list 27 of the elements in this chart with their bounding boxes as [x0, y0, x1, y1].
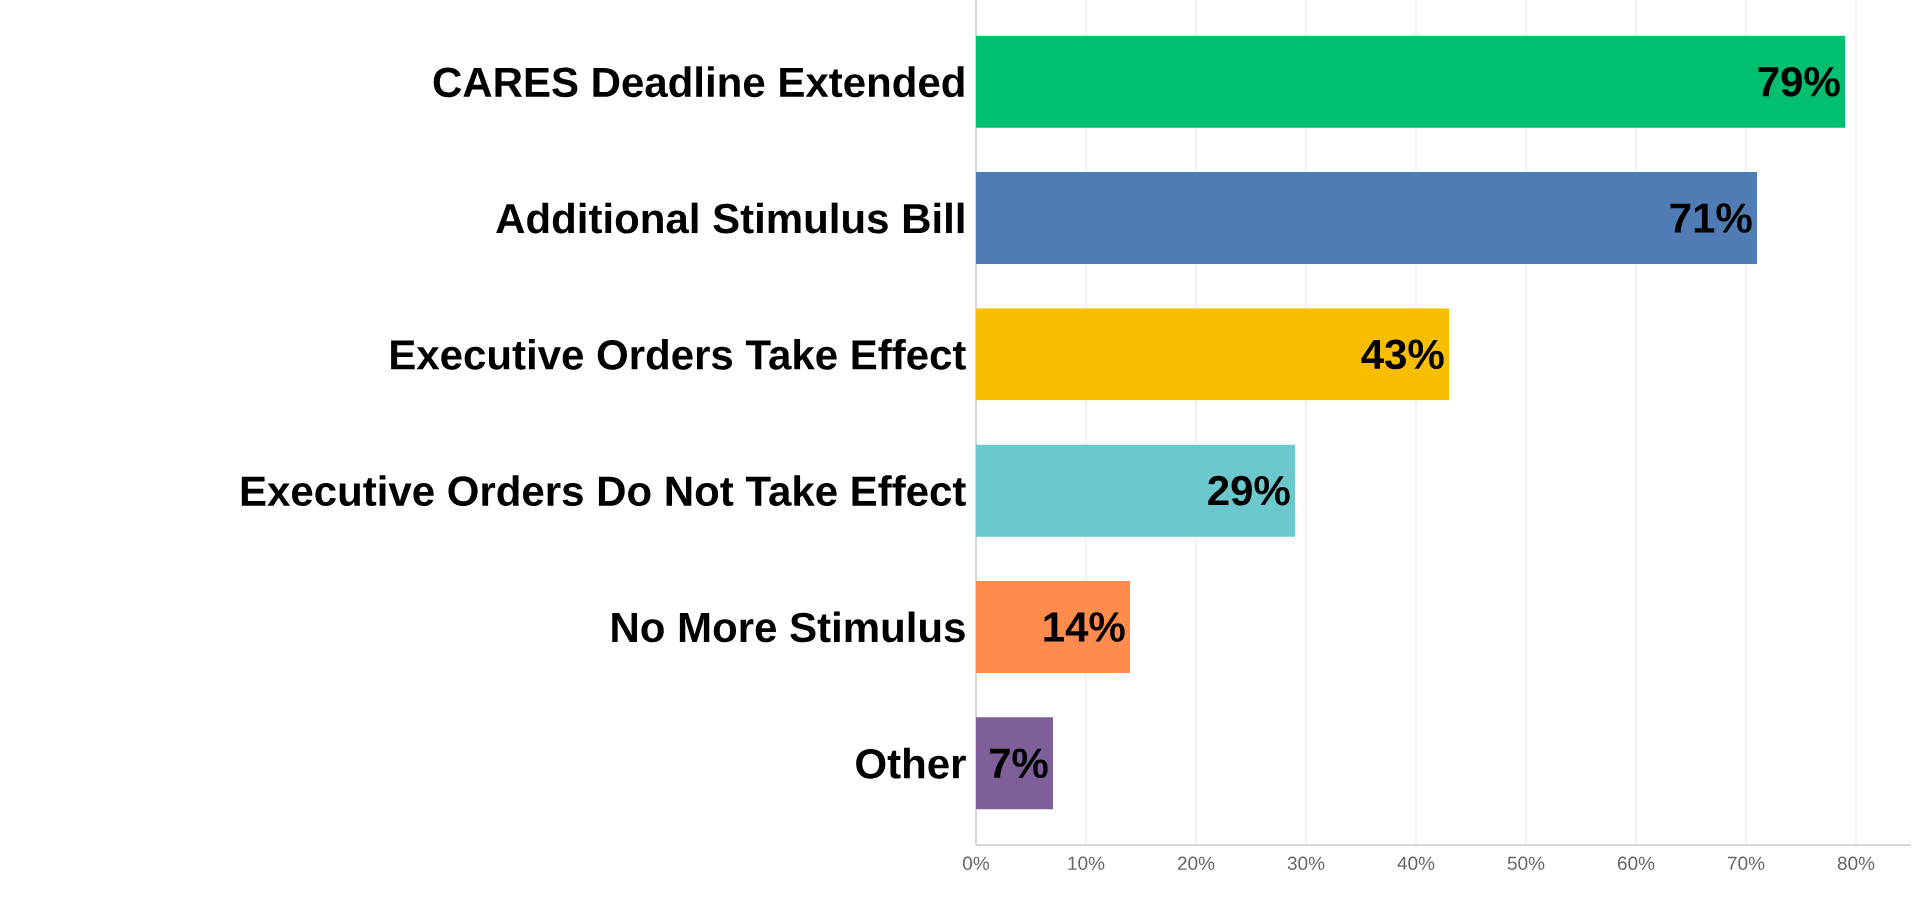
bar: [976, 717, 1054, 810]
y-tick-label: Other: [856, 747, 966, 779]
y-tick-label: Executive Orders Take Effect: [391, 338, 966, 370]
y-tick-label: CARES Deadline Extended: [433, 66, 964, 98]
data-label: 14%: [1044, 612, 1125, 642]
data-label: 29%: [1208, 475, 1290, 506]
y-tick-label: Executive Orders Do Not Take Effect: [241, 475, 966, 507]
x-tick-label: 0%: [963, 856, 990, 870]
x-tick-label: 60%: [1617, 856, 1655, 870]
bar: [976, 308, 1449, 401]
data-label: 71%: [1670, 203, 1752, 233]
x-tick-label: 80%: [1837, 856, 1875, 870]
x-tick-label: 10%: [1068, 856, 1105, 870]
y-tick-label: No More Stimulus: [612, 611, 965, 643]
bar: [976, 172, 1757, 265]
x-tick-label: 50%: [1507, 856, 1545, 870]
bar: [976, 444, 1295, 537]
x-tick-label: 70%: [1727, 856, 1765, 870]
x-tick-label: 20%: [1177, 856, 1215, 870]
bar: [976, 580, 1130, 673]
data-label: 43%: [1361, 339, 1444, 370]
y-tick-label: Additional Stimulus Bill: [496, 202, 964, 234]
bar: [976, 35, 1845, 128]
data-label: 7%: [989, 748, 1048, 779]
x-tick-label: 30%: [1287, 856, 1325, 870]
x-tick-label: 40%: [1397, 856, 1435, 870]
data-label: 79%: [1758, 66, 1840, 97]
